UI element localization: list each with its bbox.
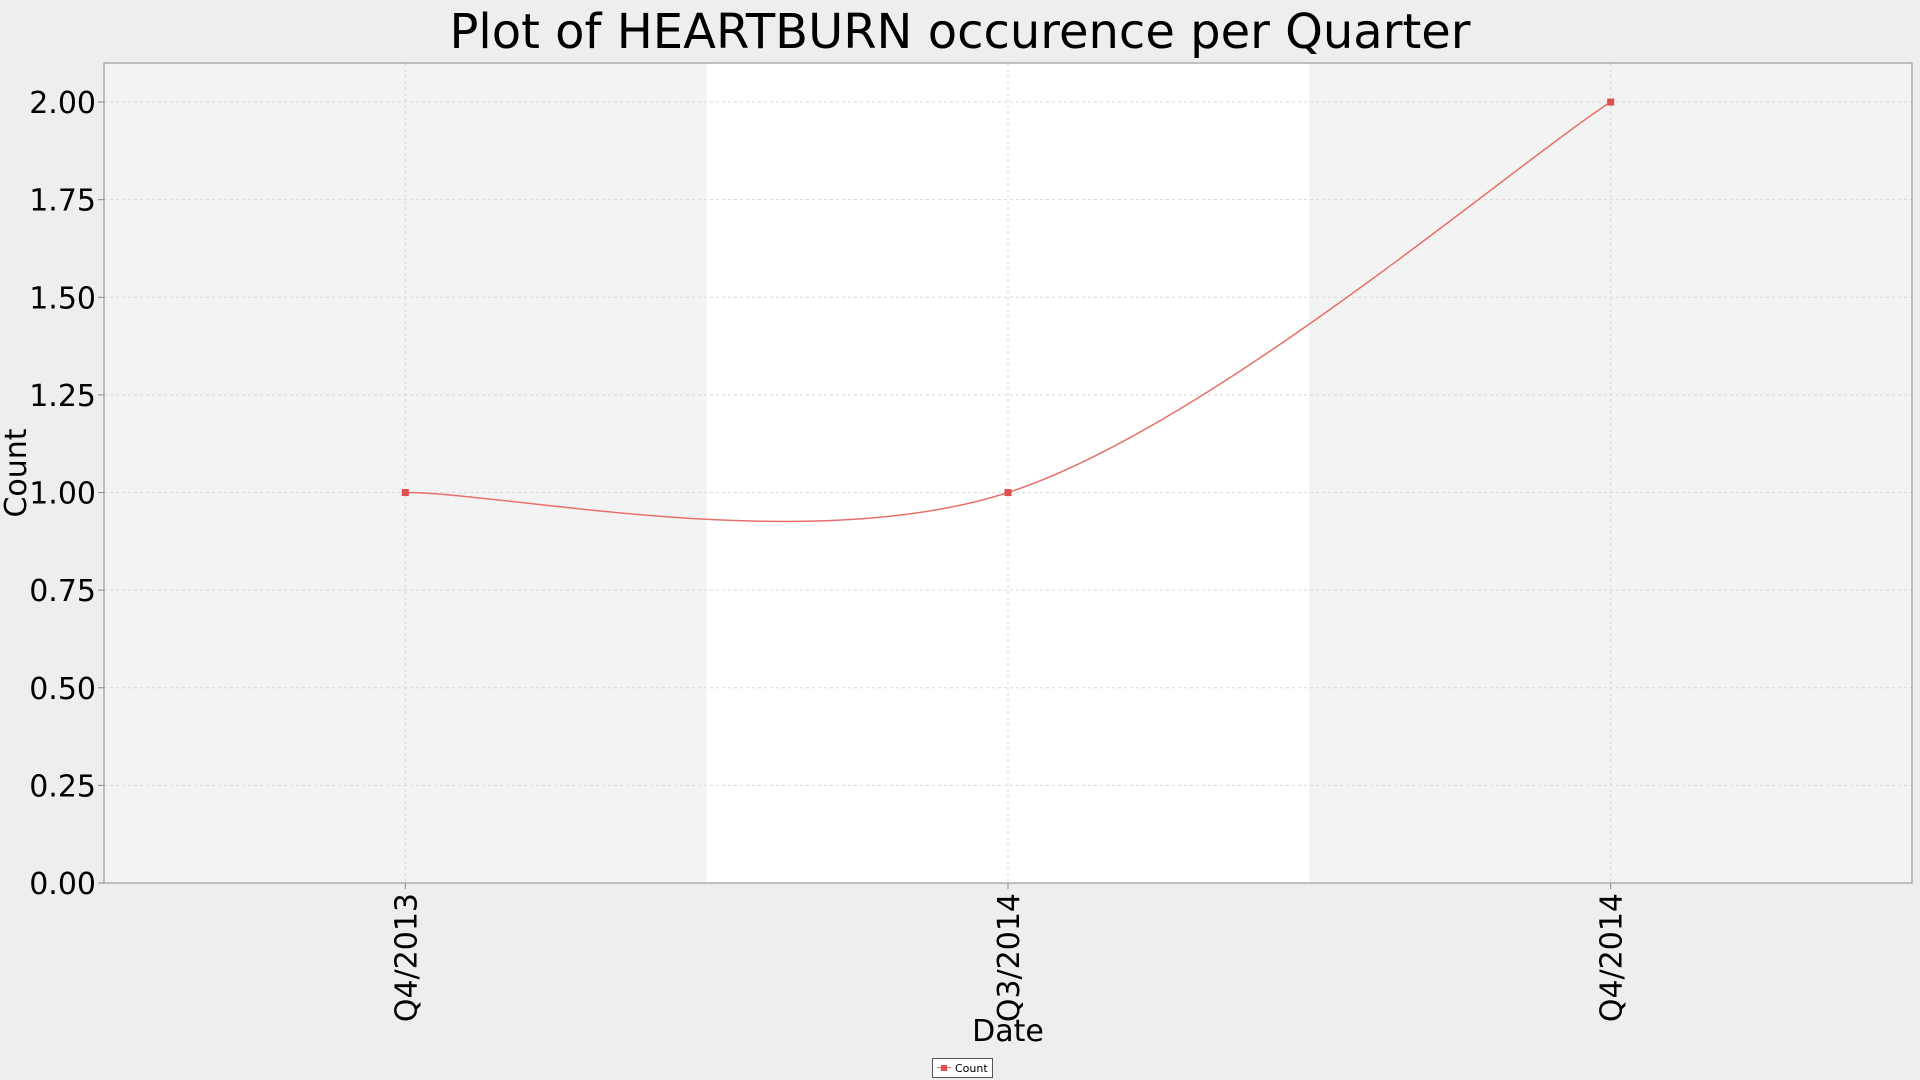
data-point	[1607, 98, 1615, 106]
x-axis-ticks: Q4/2013 Q3/2014 Q4/2014	[389, 883, 1630, 1022]
y-axis-ticks: 0.00 0.25 0.50 0.75 1.00 1.25 1.50 1.75 2.00	[29, 86, 104, 902]
y-tick-label: 0.75	[29, 574, 96, 609]
y-tick-label: 2.00	[29, 86, 96, 121]
grid-lines	[104, 63, 1912, 883]
y-tick-label: 0.00	[29, 867, 96, 902]
x-tick-label: Q3/2014	[992, 893, 1027, 1022]
data-point	[401, 489, 409, 497]
series-line	[405, 101, 1612, 523]
chart-title: Plot of HEARTBURN occurence per Quarter	[449, 4, 1471, 60]
y-tick-label: 1.00	[29, 477, 96, 512]
y-axis-label: Count	[0, 428, 34, 517]
y-tick-label: 1.50	[29, 281, 96, 316]
x-tick-label: Q4/2014	[1595, 893, 1630, 1022]
x-axis-label: Date	[972, 1014, 1044, 1049]
y-tick-label: 1.75	[29, 184, 96, 219]
data-point	[1004, 489, 1012, 497]
legend-label: Count	[955, 1061, 988, 1075]
y-tick-label: 0.50	[29, 672, 96, 707]
legend: Count	[932, 1058, 993, 1078]
legend-swatch	[937, 1063, 951, 1073]
x-tick-label: Q4/2013	[389, 893, 424, 1022]
y-tick-label: 1.25	[29, 379, 96, 414]
y-tick-label: 0.25	[29, 769, 96, 804]
series-layer	[401, 98, 1615, 523]
